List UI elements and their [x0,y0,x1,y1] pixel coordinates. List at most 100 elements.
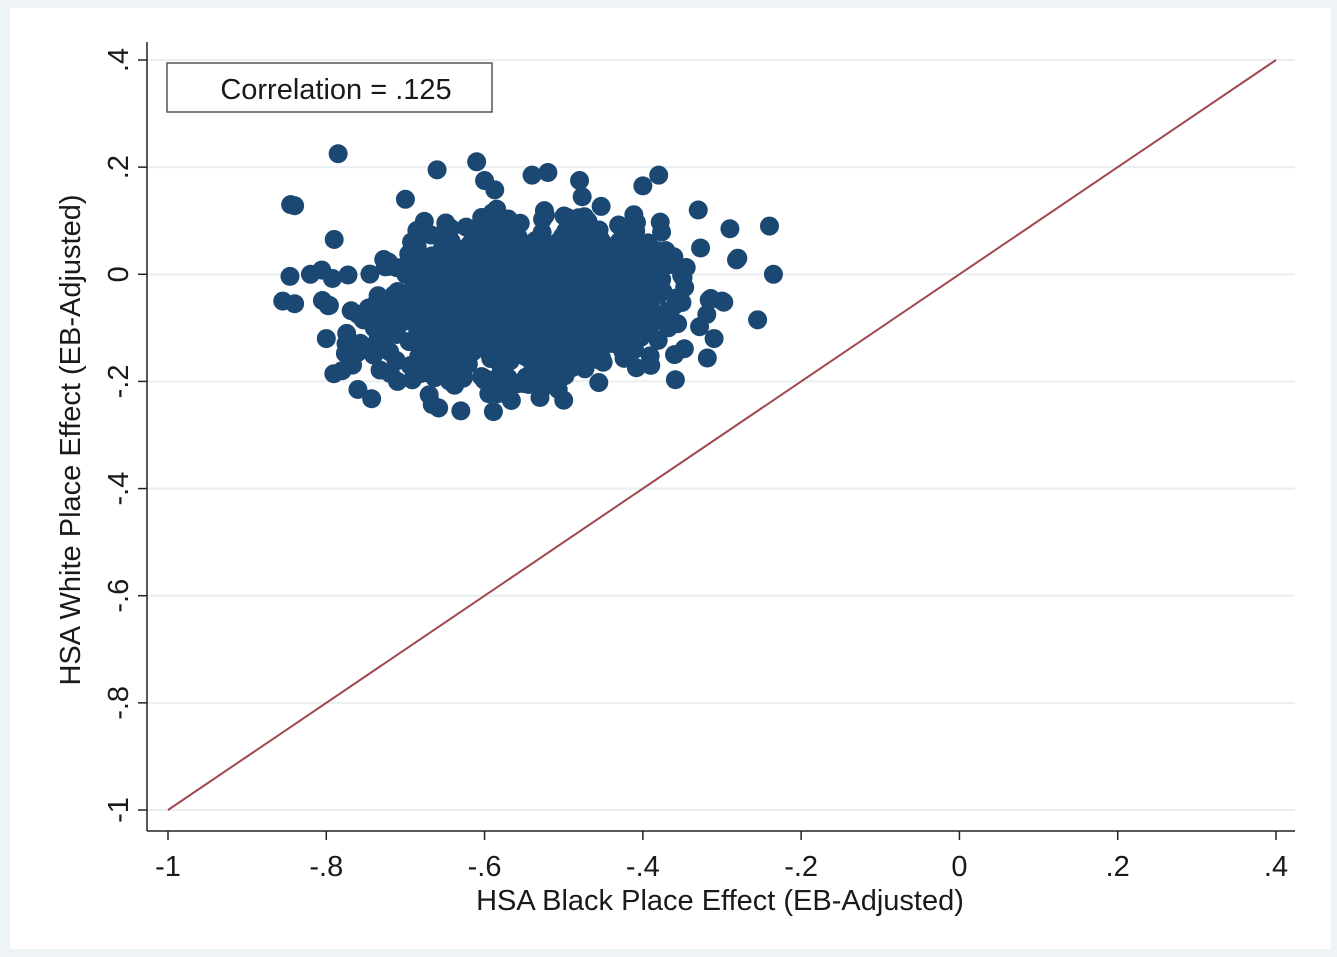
x-tick-label: -.8 [309,851,343,883]
data-point [552,273,572,293]
data-point [589,373,609,393]
data-point [348,379,368,399]
data-point [658,318,678,338]
data-point [759,216,779,236]
data-point [673,267,693,287]
data-point [388,282,408,302]
data-point [522,165,542,185]
data-point [316,329,336,349]
data-point [509,316,529,336]
data-point [539,262,559,282]
data-point [430,271,450,291]
data-point [446,322,466,342]
data-point [466,303,486,323]
data-point [442,338,462,358]
x-tick-label: -.4 [626,851,660,883]
reference-line [167,59,1277,811]
data-point [356,302,376,322]
data-point [413,328,433,348]
data-point [607,266,627,286]
data-point [688,200,708,220]
axes: -1 -.8 -.6 -.4 -.2 0 .2 .4 -1 -.8 -.6 -.4 -.2 0 .2 .4 [103,42,1295,883]
data-point [534,201,554,221]
data-point [300,264,320,284]
data-point [570,171,590,191]
x-tick-label: 0 [951,851,967,883]
annotation-text: Correlation = .125 [220,74,451,106]
data-point [554,390,574,410]
data-point [650,212,670,232]
data-point [579,330,599,350]
y-tick-label: .2 [103,155,135,179]
data-point [350,333,370,353]
data-point [649,165,669,185]
data-point [641,270,661,290]
data-point [472,367,492,387]
data-point [338,265,358,285]
data-point [458,256,478,276]
data-point [483,402,503,422]
y-tick-label: -.6 [103,579,135,613]
data-point [332,361,352,381]
data-point [626,264,646,284]
data-point [475,171,495,191]
data-point [606,327,626,347]
data-point [414,211,434,231]
y-tick-label: 0 [103,266,135,282]
data-point [419,385,439,405]
data-point [285,196,305,216]
x-tick-label: -.2 [784,851,818,883]
data-point [538,163,558,182]
data-point [410,364,430,384]
data-point [380,342,400,362]
data-point [328,144,348,164]
data-point [566,304,586,324]
data-point [516,270,536,290]
data-point [591,230,611,250]
data-point [421,251,441,271]
data-point [538,357,558,377]
data-point [312,291,332,311]
y-tick-label: -.8 [103,686,135,720]
data-point [370,360,390,380]
data-point [425,347,445,367]
data-point [280,266,300,286]
y-tick-label: .4 [103,48,135,72]
data-point [576,263,596,283]
data-point [427,160,447,180]
data-point [491,366,511,386]
data-point [697,304,717,324]
data-point [607,297,627,317]
data-point [407,236,427,256]
data-point [720,219,740,239]
data-point [285,294,305,314]
data-point [660,302,680,322]
data-point [475,243,495,263]
data-point [473,276,493,296]
data-point [405,291,425,311]
data-point [473,228,493,248]
data-point [613,246,633,266]
data-point [360,264,380,284]
data-point [712,291,732,311]
data-point [591,196,611,216]
data-point [665,345,685,365]
data-point [395,258,415,278]
data-point [572,187,592,207]
data-point [460,325,480,345]
labels: HSA Black Place Effect (EB-Adjusted) HSA… [55,194,964,917]
data-point [728,248,748,268]
data-point [522,292,542,312]
data-point [451,401,471,421]
y-tick-label: -.2 [103,365,135,399]
data-point [482,203,502,223]
x-tick-label: .4 [1264,851,1288,883]
data-point [479,384,499,404]
y-axis-label: HSA White Place Effect (EB-Adjusted) [55,194,87,685]
data-point [395,189,415,209]
data-points [273,144,783,422]
x-tick-label: -1 [155,851,181,883]
data-point [337,323,357,343]
data-point [429,398,449,418]
